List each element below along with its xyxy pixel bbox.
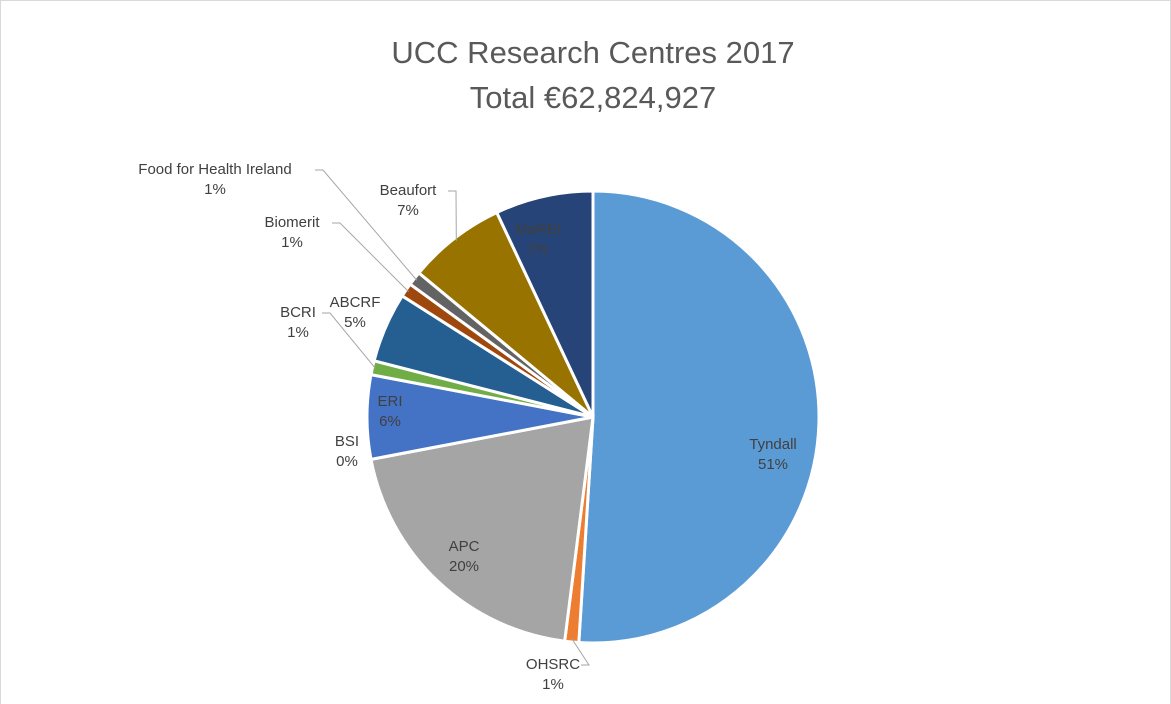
leader-line	[448, 190, 457, 241]
slice-label: APC	[449, 538, 480, 555]
slice-value: 1%	[204, 181, 226, 198]
leader-line	[571, 638, 590, 666]
slice-label: Tyndall	[749, 436, 797, 453]
slice-value: 0%	[336, 453, 358, 470]
slice-value: 51%	[758, 456, 788, 473]
slice-value: 7%	[527, 241, 549, 258]
leader-line	[315, 169, 418, 281]
slice-value: 1%	[281, 234, 303, 251]
slice-label: Biomerit	[264, 214, 320, 231]
slice-value: 5%	[344, 314, 366, 331]
slice-value: 7%	[397, 202, 419, 219]
leader-line	[322, 312, 376, 369]
slice-label: BCRI	[280, 304, 316, 321]
slice-value: 6%	[379, 413, 401, 430]
slice-label: MaREI	[515, 221, 561, 238]
chart-title: UCC Research Centres 2017	[391, 35, 794, 70]
slice-label: OHSRC	[526, 656, 580, 673]
chart-subtitle: Total €62,824,927	[470, 80, 717, 115]
slice-label: Beaufort	[380, 182, 438, 199]
slice-label: Food for Health Ireland	[138, 161, 291, 178]
pie-slice	[494, 189, 595, 418]
slice-value: 1%	[542, 676, 564, 693]
slice-value: 1%	[287, 324, 309, 341]
leader-line	[332, 222, 409, 293]
slice-value: 20%	[449, 558, 479, 575]
pie-slice	[369, 415, 595, 643]
pie-slice	[577, 189, 821, 645]
slice-label: BSI	[335, 433, 359, 450]
slice-label: ABCRF	[330, 294, 381, 311]
slice-label: ERI	[377, 393, 402, 410]
